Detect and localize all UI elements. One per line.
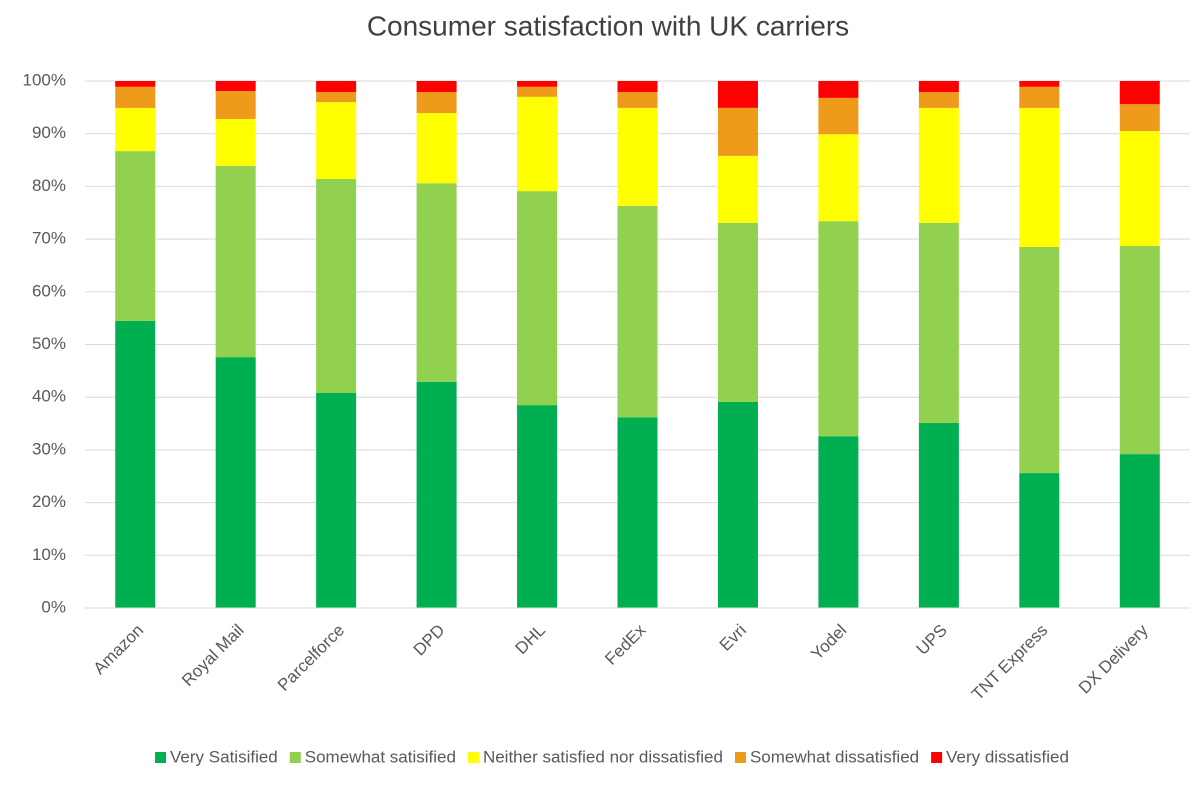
bar-segment bbox=[215, 118, 256, 166]
y-tick-label: 70% bbox=[32, 229, 66, 248]
chart-title: Consumer satisfaction with UK carriers bbox=[367, 10, 849, 41]
bar-segment bbox=[416, 113, 457, 184]
bar-segment bbox=[215, 357, 256, 608]
bar-segment bbox=[416, 81, 457, 93]
bar-segment bbox=[918, 423, 959, 608]
bar-segment bbox=[1019, 86, 1060, 108]
legend-label: Very dissatisfied bbox=[946, 747, 1069, 766]
bar-segment bbox=[818, 221, 859, 437]
legend-swatch bbox=[734, 752, 746, 763]
bar-segment bbox=[1019, 247, 1060, 474]
bar-segment bbox=[316, 102, 357, 180]
bar-segment bbox=[717, 401, 758, 608]
bar-segment bbox=[1119, 454, 1160, 608]
legend-label: Somewhat dissatisfied bbox=[750, 747, 919, 766]
bar-segment bbox=[517, 86, 558, 97]
bar-segment bbox=[517, 96, 558, 192]
bar-segment bbox=[517, 405, 558, 608]
legend-label: Neither satisfied nor dissatisfied bbox=[483, 747, 723, 766]
bar-segment bbox=[215, 165, 256, 358]
y-tick-label: 40% bbox=[32, 387, 66, 406]
bar-segment bbox=[717, 107, 758, 156]
bar-segment bbox=[818, 81, 859, 98]
bar-segment bbox=[316, 392, 357, 608]
bar-segment bbox=[1019, 473, 1060, 608]
bar-segment bbox=[1019, 81, 1060, 87]
legend-label: Very Satisified bbox=[170, 747, 278, 766]
bar-segment bbox=[617, 205, 658, 418]
bar-segment bbox=[416, 381, 457, 608]
legend-swatch bbox=[467, 752, 479, 763]
bar-segment bbox=[115, 320, 156, 608]
bar-segment bbox=[115, 107, 156, 152]
legend-label: Somewhat satisified bbox=[305, 747, 456, 766]
bar-segment bbox=[316, 179, 357, 393]
y-tick-label: 50% bbox=[32, 334, 66, 353]
bar-segment bbox=[717, 81, 758, 108]
legend-swatch bbox=[931, 752, 943, 763]
bar-segment bbox=[215, 81, 256, 92]
bar-segment bbox=[617, 81, 658, 93]
bar-segment bbox=[215, 91, 256, 119]
y-tick-label: 60% bbox=[32, 281, 66, 300]
legend-swatch bbox=[155, 752, 167, 763]
bar-segment bbox=[617, 92, 658, 108]
bar-segment bbox=[1119, 81, 1160, 105]
bar-segment bbox=[1119, 131, 1160, 246]
bar-segment bbox=[115, 81, 156, 87]
bar-segment bbox=[517, 81, 558, 87]
bar-segment bbox=[617, 417, 658, 608]
y-tick-label: 100% bbox=[23, 70, 66, 89]
bar-segment bbox=[416, 183, 457, 382]
bar-segment bbox=[918, 107, 959, 223]
bar-segment bbox=[517, 191, 558, 406]
y-tick-label: 10% bbox=[32, 545, 66, 564]
y-tick-label: 0% bbox=[41, 597, 66, 616]
bar-segment bbox=[115, 86, 156, 108]
bar-segment bbox=[316, 81, 357, 93]
y-tick-label: 90% bbox=[32, 123, 66, 142]
bar-segment bbox=[918, 81, 959, 93]
bar-segment bbox=[115, 151, 156, 321]
legend-swatch bbox=[289, 752, 301, 763]
bar-segment bbox=[818, 97, 859, 135]
bar-segment bbox=[1119, 245, 1160, 455]
bar-segment bbox=[416, 92, 457, 114]
bar-segment bbox=[1019, 107, 1060, 248]
y-tick-label: 20% bbox=[32, 492, 66, 511]
y-tick-label: 30% bbox=[32, 439, 66, 458]
bar-segment bbox=[1119, 104, 1160, 132]
bar-segment bbox=[818, 134, 859, 222]
y-tick-label: 80% bbox=[32, 176, 66, 195]
bar-segment bbox=[818, 436, 859, 608]
bar-segment bbox=[717, 222, 758, 402]
bar-segment bbox=[717, 155, 758, 223]
bar-segment bbox=[617, 107, 658, 206]
bar-segment bbox=[918, 92, 959, 108]
bar-segment bbox=[316, 92, 357, 103]
bar-segment bbox=[918, 222, 959, 424]
